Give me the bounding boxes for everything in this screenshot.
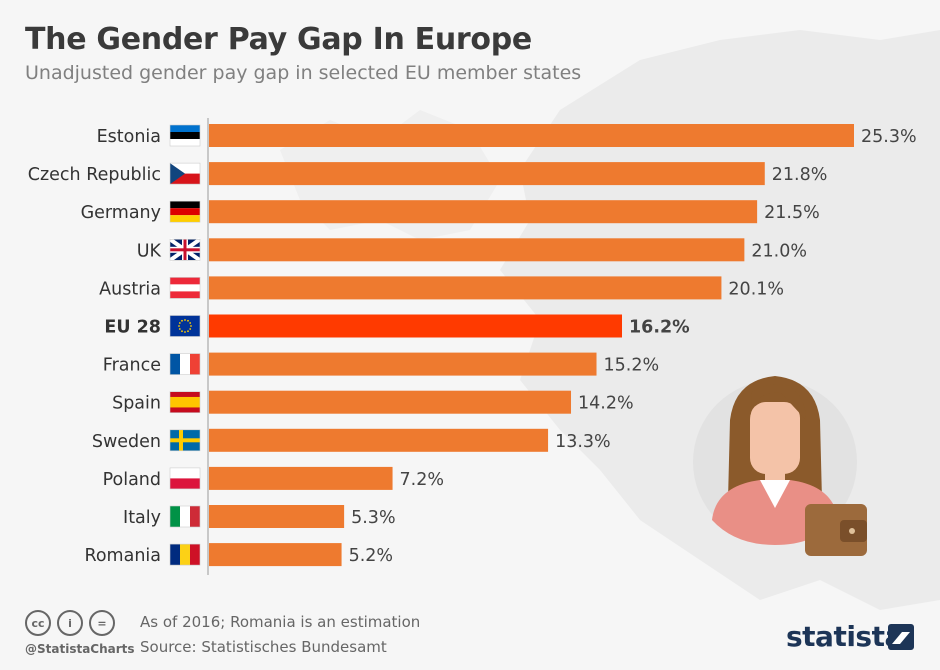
footnote: As of 2016; Romania is an estimation: [140, 613, 421, 631]
value-label: 5.3%: [351, 508, 395, 528]
bar-estonia: [209, 124, 854, 147]
bar-austria: [209, 276, 722, 300]
flag-sweden-icon: [169, 429, 201, 452]
category-label: Germany: [81, 203, 161, 223]
wallet-icon: [805, 504, 867, 556]
flag-romania-icon: [169, 543, 201, 566]
flag-poland-icon: [169, 467, 201, 490]
category-label: Italy: [123, 508, 161, 528]
social-handle: @StatistaCharts: [25, 642, 135, 656]
bar-italy: [209, 505, 345, 528]
bars-group: Estonia 25.3% Czech Republic 21.8% Germany 21…: [28, 124, 917, 567]
value-label: 7.2%: [400, 470, 444, 490]
value-label: 21.0%: [751, 241, 807, 261]
category-label: Czech Republic: [28, 165, 161, 185]
bar-sweden: [209, 428, 549, 452]
bar-eu-28: [209, 314, 623, 338]
category-label: EU 28: [104, 318, 161, 338]
value-label: 21.5%: [764, 203, 820, 223]
category-label: Poland: [103, 470, 161, 490]
value-label: 15.2%: [604, 356, 660, 376]
category-label: Romania: [84, 546, 161, 566]
chart-title: The Gender Pay Gap In Europe: [25, 22, 532, 57]
woman-avatar-icon: [693, 376, 857, 545]
category-label: Spain: [112, 394, 161, 414]
bar-germany: [209, 200, 758, 224]
brand-logo: statista: [786, 620, 903, 653]
flag-italy-icon: [169, 505, 201, 528]
category-label: France: [103, 356, 161, 376]
source-note: Source: Statistisches Bundesamt: [140, 638, 387, 656]
bar-spain: [209, 390, 572, 414]
no-derivatives-icon: =: [89, 610, 115, 636]
flag-eu-28-icon: [169, 315, 201, 337]
flag-estonia-icon: [169, 124, 201, 147]
value-label: 13.3%: [555, 432, 611, 452]
flag-austria-icon: [169, 277, 201, 299]
license-icons: cc i =: [25, 610, 115, 636]
bar-czech-republic: [209, 162, 765, 186]
chart-subtitle: Unadjusted gender pay gap in selected EU…: [25, 62, 582, 84]
bar-poland: [209, 466, 393, 490]
flag-czech-republic-icon: [169, 162, 201, 185]
value-label: 16.2%: [629, 318, 690, 338]
value-label: 5.2%: [349, 546, 393, 566]
attribution-icon: i: [57, 610, 83, 636]
statista-logo-icon: [888, 624, 914, 650]
flag-uk-icon: [168, 237, 202, 262]
bar-romania: [209, 543, 342, 567]
bar-france: [209, 352, 597, 376]
flag-germany-icon: [169, 200, 201, 223]
cc-icon: cc: [25, 610, 51, 636]
category-label: Estonia: [97, 127, 161, 147]
value-label: 25.3%: [861, 127, 917, 147]
value-label: 14.2%: [578, 394, 634, 414]
flag-france-icon: [169, 353, 201, 375]
flag-spain-icon: [169, 391, 201, 414]
category-label: Sweden: [92, 432, 161, 452]
category-label: Austria: [99, 279, 161, 299]
bar-uk: [209, 238, 745, 262]
value-label: 21.8%: [772, 165, 828, 185]
value-label: 20.1%: [728, 279, 784, 299]
category-label: UK: [137, 241, 162, 261]
